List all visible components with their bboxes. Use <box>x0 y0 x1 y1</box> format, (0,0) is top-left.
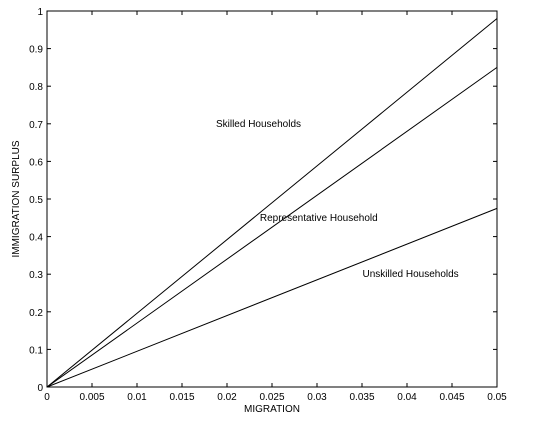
y-tick-label: 0.8 <box>29 82 43 93</box>
y-tick-label: 0.6 <box>29 157 43 168</box>
x-tick-label: 0.03 <box>307 392 327 403</box>
x-tick-label: 0.025 <box>259 392 284 403</box>
series-annotations: Skilled Households Representative Househo… <box>216 119 459 280</box>
x-tick-label: 0.02 <box>217 392 237 403</box>
series-label-2: Unskilled Households <box>363 269 459 280</box>
x-tick-label: 0.005 <box>79 392 104 403</box>
series-lines <box>47 19 497 387</box>
y-tick-label: 1 <box>37 7 43 18</box>
series-label-0: Skilled Households <box>216 119 301 130</box>
y-axis-ticks: 0 0.1 0.2 0.3 0.4 0.5 0.6 0.7 0.8 0.9 1 <box>29 7 497 394</box>
y-tick-label: 0.7 <box>29 120 43 131</box>
x-tick-label: 0.01 <box>127 392 147 403</box>
y-axis-title: IMMIGRATION SURPLUS <box>11 140 22 257</box>
x-tick-label: 0.035 <box>349 392 374 403</box>
plot-area-frame <box>47 11 497 387</box>
series-line-0 <box>47 19 497 387</box>
y-tick-label: 0.3 <box>29 270 43 281</box>
x-tick-label: 0.015 <box>169 392 194 403</box>
x-axis-ticks: 0 0.005 0.01 0.015 0.02 0.025 0.03 0.035 0.04 0.0… <box>44 11 507 403</box>
x-axis-title: MIGRATION <box>244 404 300 415</box>
series-line-2 <box>47 208 497 387</box>
y-tick-label: 0.9 <box>29 45 43 56</box>
y-tick-label: 0 <box>37 383 43 394</box>
x-tick-label: 0.05 <box>487 392 507 403</box>
y-tick-label: 0.1 <box>29 345 43 356</box>
y-tick-label: 0.2 <box>29 308 43 319</box>
y-tick-label: 0.5 <box>29 195 43 206</box>
series-line-1 <box>47 67 497 387</box>
x-tick-label: 0.045 <box>439 392 464 403</box>
y-tick-label: 0.4 <box>29 233 43 244</box>
x-tick-label: 0.04 <box>397 392 417 403</box>
series-label-1: Representative Household <box>260 213 378 224</box>
x-tick-label: 0 <box>44 392 50 403</box>
